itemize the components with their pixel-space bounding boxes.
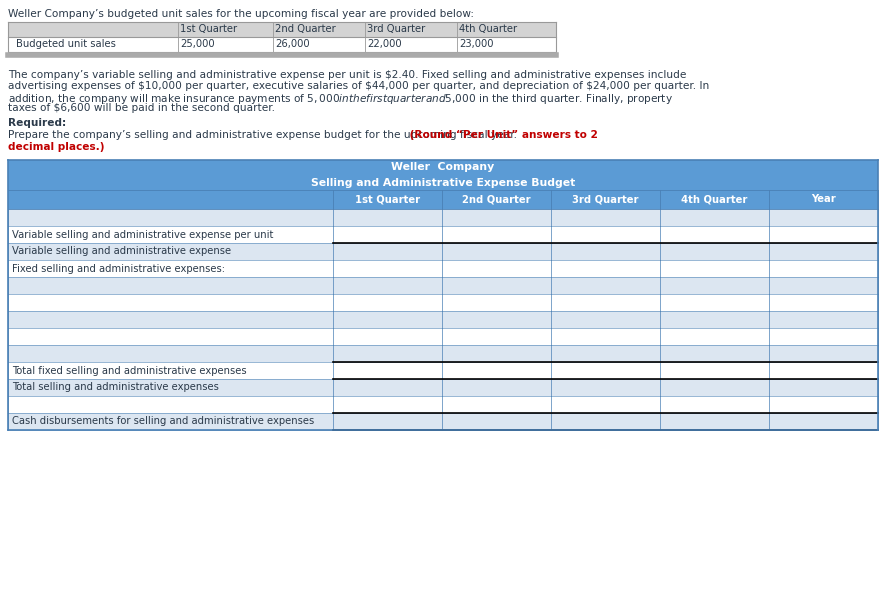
Bar xyxy=(8,362,878,379)
Bar xyxy=(8,209,878,226)
Text: Variable selling and administrative expense: Variable selling and administrative expe… xyxy=(12,246,231,257)
Bar xyxy=(8,277,878,294)
Text: 1st Quarter: 1st Quarter xyxy=(355,194,420,205)
Text: 2nd Quarter: 2nd Quarter xyxy=(275,24,336,34)
Text: Fixed selling and administrative expenses:: Fixed selling and administrative expense… xyxy=(12,263,225,274)
Bar xyxy=(8,37,556,52)
Text: advertising expenses of $10,000 per quarter, executive salaries of $44,000 per q: advertising expenses of $10,000 per quar… xyxy=(8,81,709,91)
Text: Total fixed selling and administrative expenses: Total fixed selling and administrative e… xyxy=(12,365,247,376)
Text: Year: Year xyxy=(811,194,836,205)
Text: The company’s variable selling and administrative expense per unit is $2.40. Fix: The company’s variable selling and admin… xyxy=(8,70,686,80)
Text: 25,000: 25,000 xyxy=(180,39,214,49)
Bar xyxy=(8,294,878,311)
Text: decimal places.): decimal places.) xyxy=(8,142,104,152)
Text: 23,000: 23,000 xyxy=(459,39,493,49)
Text: addition, the company will make insurance payments of $5,000 in the first quarte: addition, the company will make insuranc… xyxy=(8,92,673,106)
Bar xyxy=(8,190,878,209)
Bar xyxy=(8,226,878,243)
Bar xyxy=(8,22,556,37)
Bar xyxy=(8,396,878,413)
Bar xyxy=(8,328,878,345)
Text: 22,000: 22,000 xyxy=(367,39,401,49)
Text: (Round “Per Unit” answers to 2: (Round “Per Unit” answers to 2 xyxy=(406,130,598,140)
Text: 4th Quarter: 4th Quarter xyxy=(682,194,748,205)
Text: Weller  Company: Weller Company xyxy=(392,163,495,172)
Text: 26,000: 26,000 xyxy=(275,39,310,49)
Text: 1st Quarter: 1st Quarter xyxy=(180,24,237,34)
Text: 3rd Quarter: 3rd Quarter xyxy=(572,194,639,205)
Text: Cash disbursements for selling and administrative expenses: Cash disbursements for selling and admin… xyxy=(12,417,314,426)
Bar xyxy=(8,243,878,260)
Bar xyxy=(8,345,878,362)
Text: Required:: Required: xyxy=(8,118,66,128)
Bar xyxy=(8,311,878,328)
Text: Variable selling and administrative expense per unit: Variable selling and administrative expe… xyxy=(12,230,273,240)
Text: Selling and Administrative Expense Budget: Selling and Administrative Expense Budge… xyxy=(311,178,575,188)
Text: taxes of $6,600 will be paid in the second quarter.: taxes of $6,600 will be paid in the seco… xyxy=(8,103,275,113)
Text: 2nd Quarter: 2nd Quarter xyxy=(462,194,530,205)
Text: Total selling and administrative expenses: Total selling and administrative expense… xyxy=(12,382,219,392)
Text: Prepare the company’s selling and administrative expense budget for the upcoming: Prepare the company’s selling and admini… xyxy=(8,130,517,140)
Bar xyxy=(8,260,878,277)
Bar xyxy=(8,160,878,175)
Text: 3rd Quarter: 3rd Quarter xyxy=(367,24,425,34)
Text: Weller Company’s budgeted unit sales for the upcoming fiscal year are provided b: Weller Company’s budgeted unit sales for… xyxy=(8,9,474,19)
Bar xyxy=(8,413,878,430)
Bar xyxy=(8,379,878,396)
Text: 4th Quarter: 4th Quarter xyxy=(459,24,517,34)
Text: Budgeted unit sales: Budgeted unit sales xyxy=(16,39,116,49)
Bar xyxy=(8,175,878,190)
